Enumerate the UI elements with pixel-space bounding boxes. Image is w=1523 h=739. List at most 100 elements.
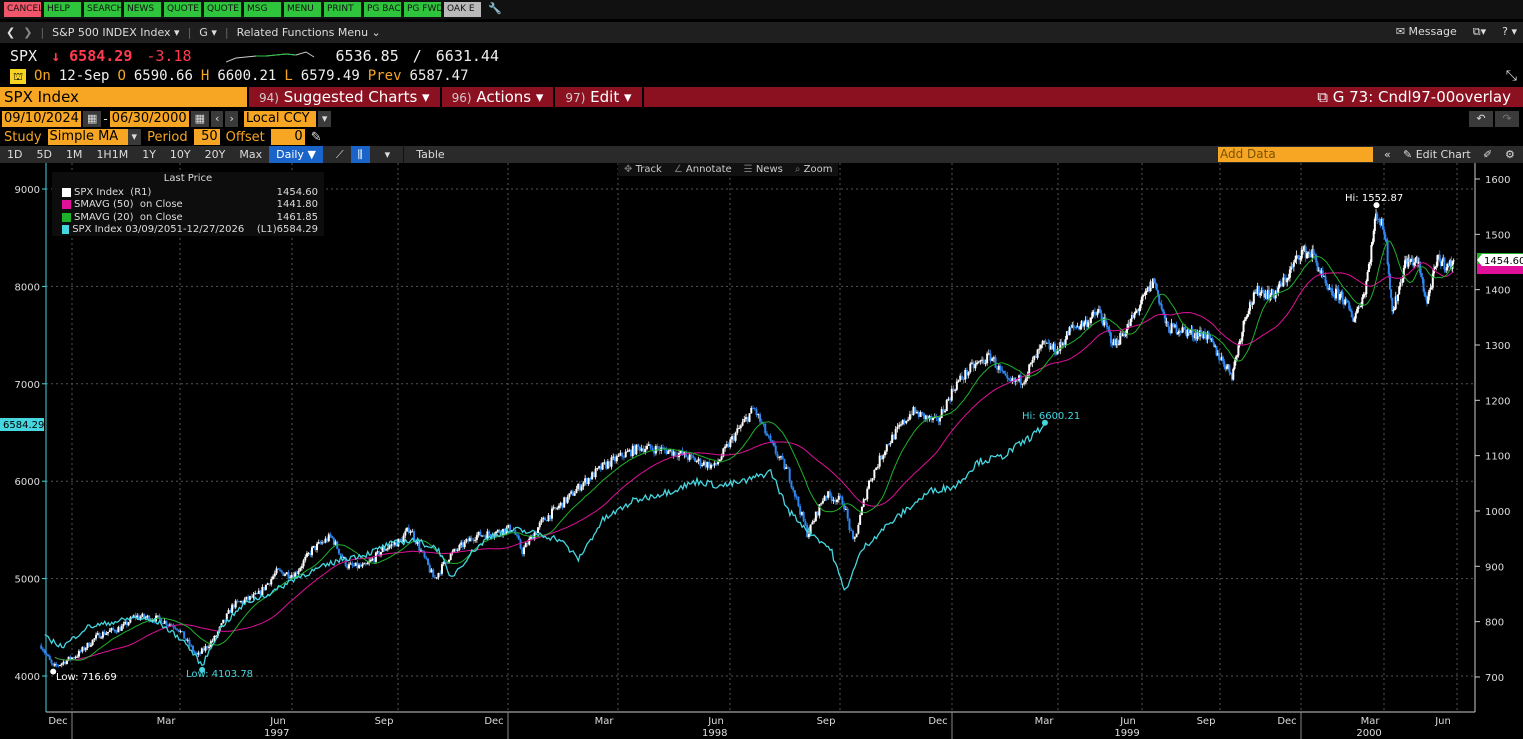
candle-body bbox=[1308, 252, 1311, 255]
forward-icon[interactable]: ❯ bbox=[23, 26, 33, 39]
menu-actions[interactable]: 96) Actions ▾ bbox=[439, 87, 554, 107]
security-selector[interactable]: S&P 500 INDEX Index ▾ bbox=[52, 26, 180, 39]
chevron-down-icon[interactable]: ▾ bbox=[317, 111, 332, 127]
candle-body bbox=[685, 452, 688, 458]
range-20y[interactable]: 20Y bbox=[204, 148, 226, 161]
candle-body bbox=[734, 432, 737, 441]
function-key-help[interactable]: HELP bbox=[44, 2, 81, 17]
line-chart-icon[interactable]: ⟋ bbox=[335, 148, 344, 161]
candle-body bbox=[837, 495, 840, 500]
expand-icon[interactable]: ⤡ bbox=[1505, 68, 1517, 84]
range-1h1m[interactable]: 1H1M bbox=[96, 148, 129, 161]
prev-period-button[interactable]: ‹ bbox=[211, 111, 224, 127]
range-10y[interactable]: 10Y bbox=[169, 148, 191, 161]
window-icon[interactable]: ⧉▾ bbox=[1472, 25, 1487, 38]
tool-label: News bbox=[755, 164, 783, 175]
candle-body bbox=[823, 496, 826, 501]
candle-body bbox=[1443, 257, 1446, 270]
candle-body bbox=[316, 543, 319, 550]
range-1y[interactable]: 1Y bbox=[142, 148, 156, 161]
tool-news[interactable]: ☰ News bbox=[744, 164, 783, 175]
last-price: 6584.29 bbox=[69, 47, 133, 65]
end-date-field[interactable]: 06/30/2000 bbox=[109, 111, 189, 127]
candle-body bbox=[1300, 249, 1303, 259]
function-key-menu[interactable]: MENU bbox=[284, 2, 321, 17]
candle-body bbox=[1187, 329, 1190, 333]
candle-body bbox=[969, 363, 972, 373]
tool-track[interactable]: ✥ Track bbox=[624, 164, 662, 175]
frequency-select[interactable]: Daily ▼ bbox=[269, 146, 323, 163]
x-axis-tick: Sep bbox=[1197, 716, 1216, 727]
range-5d[interactable]: 5D bbox=[36, 148, 52, 161]
candle-body bbox=[882, 455, 885, 460]
candle-body bbox=[486, 531, 489, 539]
pencil-icon[interactable]: ✎ bbox=[310, 129, 322, 145]
candle-body bbox=[743, 418, 746, 423]
legend-item: SPX Index 03/09/2051-12/27/2026 (L1) 6584… bbox=[58, 224, 318, 237]
calendar-icon[interactable]: ▦ bbox=[190, 111, 210, 127]
tool-zoom[interactable]: ⌕ Zoom bbox=[795, 164, 833, 175]
candle-body bbox=[407, 527, 410, 533]
offset-field[interactable]: 0 bbox=[270, 129, 305, 145]
menu-edit[interactable]: 97) Edit ▾ bbox=[553, 87, 644, 107]
popout-icon[interactable]: ⧉ bbox=[1317, 88, 1333, 106]
menu-suggested-charts[interactable]: 94) Suggested Charts ▾ bbox=[247, 87, 440, 107]
edit-icon[interactable]: ✐ bbox=[1483, 148, 1493, 161]
candle-body bbox=[1247, 310, 1250, 315]
next-period-button[interactable]: › bbox=[225, 111, 238, 127]
range-max[interactable]: Max bbox=[239, 148, 263, 161]
gear-icon[interactable]: ⚙ bbox=[1505, 148, 1515, 161]
function-key-news[interactable]: NEWS bbox=[124, 2, 161, 17]
function-key-msg[interactable]: MSG bbox=[244, 2, 281, 17]
calendar-icon[interactable]: ▦ bbox=[82, 111, 102, 127]
add-data-input[interactable]: Add Data bbox=[1218, 147, 1373, 162]
study-select[interactable]: Simple MA bbox=[47, 129, 128, 145]
back-icon[interactable]: ❮ bbox=[6, 26, 16, 39]
range-1d[interactable]: 1D bbox=[7, 148, 23, 161]
high-label: H bbox=[200, 68, 210, 84]
price-chart[interactable]: 4000 5000 6000 7000 8000 9000 700 800 900 1000 110… bbox=[0, 163, 1523, 739]
candle-body bbox=[676, 455, 679, 458]
function-key-print[interactable]: PRINT bbox=[324, 2, 361, 17]
candle-body bbox=[60, 663, 63, 666]
function-key-pg-fwd[interactable]: PG FWD bbox=[404, 2, 441, 17]
wrench-icon[interactable]: 🔧 bbox=[488, 2, 502, 15]
chevron-down-icon[interactable]: ▾ bbox=[384, 148, 391, 161]
help-button[interactable]: ? ▾ bbox=[1502, 25, 1517, 38]
function-key-cancel[interactable]: CANCEL bbox=[4, 2, 41, 17]
candle-body bbox=[547, 515, 550, 522]
candle-body bbox=[1182, 326, 1185, 328]
candle-body bbox=[1024, 378, 1027, 383]
start-date-field[interactable]: 09/10/2024 bbox=[2, 111, 81, 127]
function-key-quote[interactable]: QUOTE bbox=[164, 2, 201, 17]
candle-body bbox=[615, 456, 618, 462]
related-functions-menu[interactable]: Related Functions Menu ⌄ bbox=[236, 26, 381, 39]
candle-body bbox=[1279, 281, 1282, 284]
chevron-down-icon[interactable]: ▾ bbox=[127, 129, 142, 145]
candle-body bbox=[388, 546, 391, 549]
range-1m[interactable]: 1M bbox=[65, 148, 83, 161]
currency-select[interactable]: Local CCY bbox=[243, 111, 316, 127]
candle-body bbox=[488, 531, 491, 535]
function-key-oak-e[interactable]: OAK E bbox=[444, 2, 481, 17]
redo-icon[interactable]: ↷ bbox=[1495, 111, 1519, 127]
function-key-search[interactable]: SEARCH bbox=[84, 2, 121, 17]
edit-chart-button[interactable]: ✎ Edit Chart bbox=[1396, 146, 1478, 163]
x-axis-tick: Jun bbox=[269, 716, 286, 727]
table-button[interactable]: Table bbox=[403, 146, 451, 163]
candle-body bbox=[1028, 364, 1031, 375]
chart-title[interactable]: ⧉ G 73: Cndl97-00overlay bbox=[1317, 87, 1511, 107]
function-key-pg-back[interactable]: PG BACK bbox=[364, 2, 401, 17]
candle-chart-icon[interactable]: ⫼ bbox=[350, 146, 370, 163]
period-field[interactable]: 50 bbox=[193, 129, 220, 145]
collapse-icon[interactable]: « bbox=[1384, 148, 1391, 161]
tool-annotate[interactable]: ∠ Annotate bbox=[674, 164, 732, 175]
security-field[interactable]: SPX Index bbox=[0, 87, 247, 107]
function-selector[interactable]: G ▾ bbox=[199, 26, 217, 39]
undo-icon[interactable]: ↶ bbox=[1469, 111, 1493, 127]
candle-body bbox=[638, 446, 641, 451]
function-key-quote[interactable]: QUOTE bbox=[204, 2, 241, 17]
candle-body bbox=[181, 631, 184, 633]
candle-body bbox=[477, 531, 480, 536]
message-button[interactable]: ✉ Message bbox=[1396, 25, 1457, 39]
